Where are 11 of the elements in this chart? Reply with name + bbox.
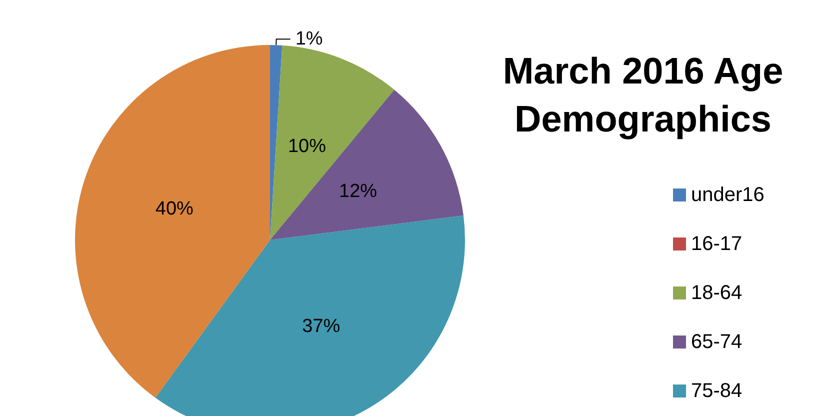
data-label: 40% xyxy=(155,198,194,220)
legend-label: 65-74 xyxy=(691,331,742,353)
text: March 2016 Age Demographics xyxy=(502,50,784,140)
data-label: 1% xyxy=(295,28,323,50)
legend-label: 18-64 xyxy=(691,282,742,304)
data-label: 10% xyxy=(288,136,326,158)
legend-label: 16-17 xyxy=(691,233,742,255)
data-label: 37% xyxy=(302,316,340,338)
legend-label: under16 xyxy=(691,184,764,206)
legend-label: 75-84 xyxy=(691,380,742,402)
data-label: 12% xyxy=(339,181,378,202)
